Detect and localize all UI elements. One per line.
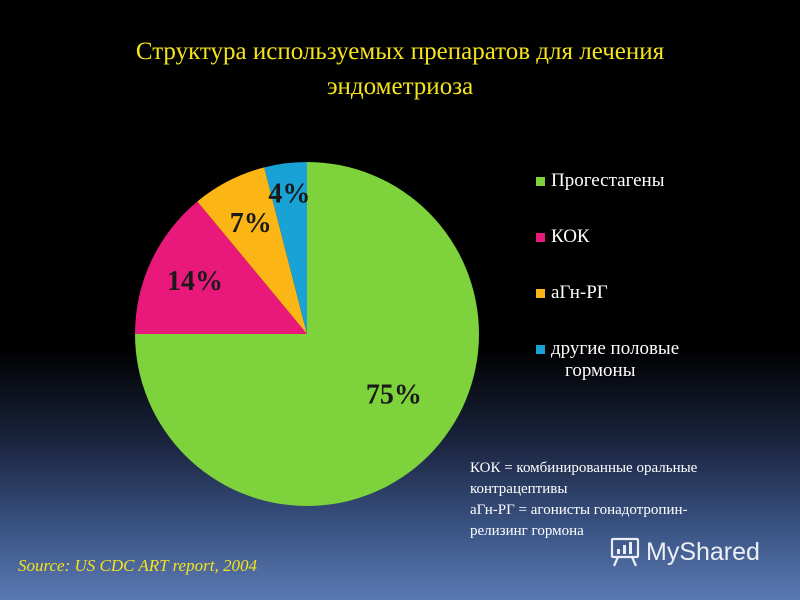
legend-swatch-progestagens [536, 177, 545, 186]
pie-slice-other-hormones [264, 162, 307, 334]
abbreviation-notes: КОК = комбинированные оральные контрацеп… [470, 458, 790, 542]
legend-label-progestagens: Прогестагены [551, 170, 665, 191]
legend-swatch-other-hormones [536, 345, 545, 354]
pie-slices [135, 162, 479, 506]
note-line-1: КОК = комбинированные оральные [470, 460, 698, 476]
legend-item-kok: КОК [536, 226, 741, 248]
pie-slice-agnrg [197, 167, 307, 334]
legend-item-other-hormones: другие половые гормоны [536, 338, 741, 382]
legend-item-agnrg: аГн-РГ [536, 282, 741, 304]
legend-label-agnrg: аГн-РГ [551, 282, 608, 303]
source-citation: Source: US CDC ART report, 2004 [18, 556, 257, 575]
legend-item-progestagens: Прогестагены [536, 170, 741, 192]
presentation-board-icon [610, 537, 640, 567]
data-label-progestagens: 75% [366, 379, 422, 410]
legend-label-other-hormones-line-1: другие половые [551, 338, 680, 359]
chart-title-line-2: эндометриоза [326, 73, 474, 100]
chart-title: Структура используемых препаратов для ле… [20, 34, 780, 104]
watermark-text: MyShared [646, 537, 760, 566]
watermark: MyShared [610, 536, 760, 568]
legend-swatch-agnrg [536, 289, 545, 298]
data-label-other-hormones: 4% [268, 179, 310, 210]
note-line-2: контрацептивы [470, 481, 568, 497]
chart-title-line-1: Структура используемых препаратов для ле… [135, 38, 665, 65]
pie-data-labels: 75% 14%7%4% [167, 179, 422, 411]
note-line-4: релизинг гормона [470, 523, 584, 539]
data-label-agnrg: 7% [230, 208, 272, 239]
note-line-3: аГн-РГ = агонисты гонадотропин- [470, 502, 688, 518]
legend-swatch-kok [536, 233, 545, 242]
legend-label-kok: КОК [551, 226, 590, 247]
legend-label-other-hormones-line-2: гормоны [565, 360, 636, 381]
pie-slice-kok [135, 201, 307, 334]
data-label-kok: 14% [167, 266, 223, 297]
